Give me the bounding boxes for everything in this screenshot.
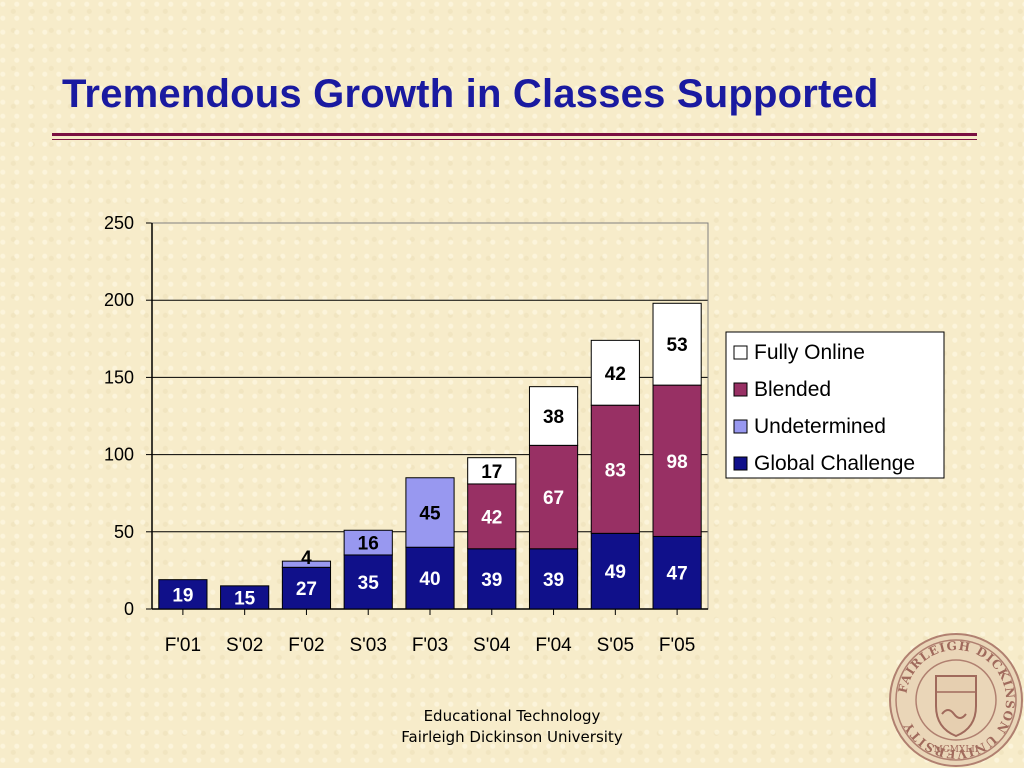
footer-department: Educational Technology <box>423 707 601 725</box>
bar-segment <box>158 579 208 610</box>
legend-swatch <box>733 345 748 360</box>
legend-label: Fully Online <box>754 341 865 364</box>
university-seal-logo: FAIRLEIGH DICKINSON UNIVERSITY MCMXLII <box>889 633 1023 767</box>
y-tick-label: 50 <box>114 522 134 542</box>
data-label: 39 <box>481 570 502 591</box>
data-label: 35 <box>358 573 380 594</box>
x-tick-label: F'02 <box>288 635 324 656</box>
legend-swatch <box>733 456 748 471</box>
y-tick-label: 150 <box>104 367 134 387</box>
data-label: 16 <box>358 534 379 555</box>
bar-segment <box>528 548 579 610</box>
data-label: 67 <box>543 488 564 509</box>
bar-segment <box>652 535 702 610</box>
bar-segment <box>652 384 702 537</box>
x-tick-label: S'02 <box>226 635 263 656</box>
bar-segment <box>405 546 455 610</box>
legend-label: Undetermined <box>754 415 886 438</box>
data-label: 83 <box>605 460 626 481</box>
footer-university: Fairleigh Dickinson University <box>401 728 623 746</box>
y-tick-label: 200 <box>104 290 134 310</box>
title-rule <box>52 133 977 136</box>
x-tick-label: S'05 <box>597 635 634 656</box>
x-tick-label: F'05 <box>659 635 695 656</box>
legend-label: Blended <box>754 378 831 401</box>
data-label: 19 <box>172 585 193 606</box>
bar-segment <box>343 554 393 610</box>
legend-swatch <box>733 382 748 397</box>
x-tick-label: S'03 <box>350 635 387 656</box>
legend-swatch <box>733 419 748 434</box>
bar-segment <box>281 566 332 610</box>
data-label: 39 <box>543 570 564 591</box>
data-label: 15 <box>234 588 256 609</box>
slide-title: Tremendous Growth in Classes Supported <box>62 72 879 116</box>
bar-segment <box>343 529 393 556</box>
title-rule-thin <box>52 139 977 140</box>
legend-label: Global Challenge <box>754 452 915 475</box>
data-label: 4 <box>301 548 312 569</box>
x-tick-label: F'04 <box>535 635 572 656</box>
data-label: 17 <box>481 462 502 483</box>
bar-segment <box>467 457 517 485</box>
data-label: 42 <box>481 507 502 528</box>
data-label: 98 <box>667 452 688 473</box>
y-tick-label: 0 <box>124 599 134 619</box>
bar-segment <box>590 532 640 610</box>
seal-year: MCMXLII <box>934 745 979 755</box>
data-label: 53 <box>667 335 688 356</box>
data-label: 38 <box>543 407 564 428</box>
legend-box <box>725 331 945 479</box>
x-tick-label: S'04 <box>473 635 511 656</box>
y-tick-label: 250 <box>104 213 134 233</box>
data-label: 42 <box>605 364 626 385</box>
bar-segment <box>405 477 455 548</box>
bar-segment <box>590 404 640 534</box>
bar-segment <box>467 483 517 550</box>
bar-segment <box>590 339 640 406</box>
x-tick-label: F'01 <box>165 635 201 656</box>
data-label: 49 <box>605 562 626 583</box>
data-label: 27 <box>296 579 317 600</box>
bar-segment <box>281 560 332 568</box>
y-tick-label: 100 <box>104 445 134 465</box>
data-label: 47 <box>667 564 688 585</box>
data-label: 40 <box>419 569 440 590</box>
bar-segment <box>652 302 702 386</box>
x-tick-label: F'03 <box>412 635 448 656</box>
bar-segment <box>528 444 579 550</box>
data-label: 45 <box>419 504 441 525</box>
bar-segment <box>528 386 579 446</box>
